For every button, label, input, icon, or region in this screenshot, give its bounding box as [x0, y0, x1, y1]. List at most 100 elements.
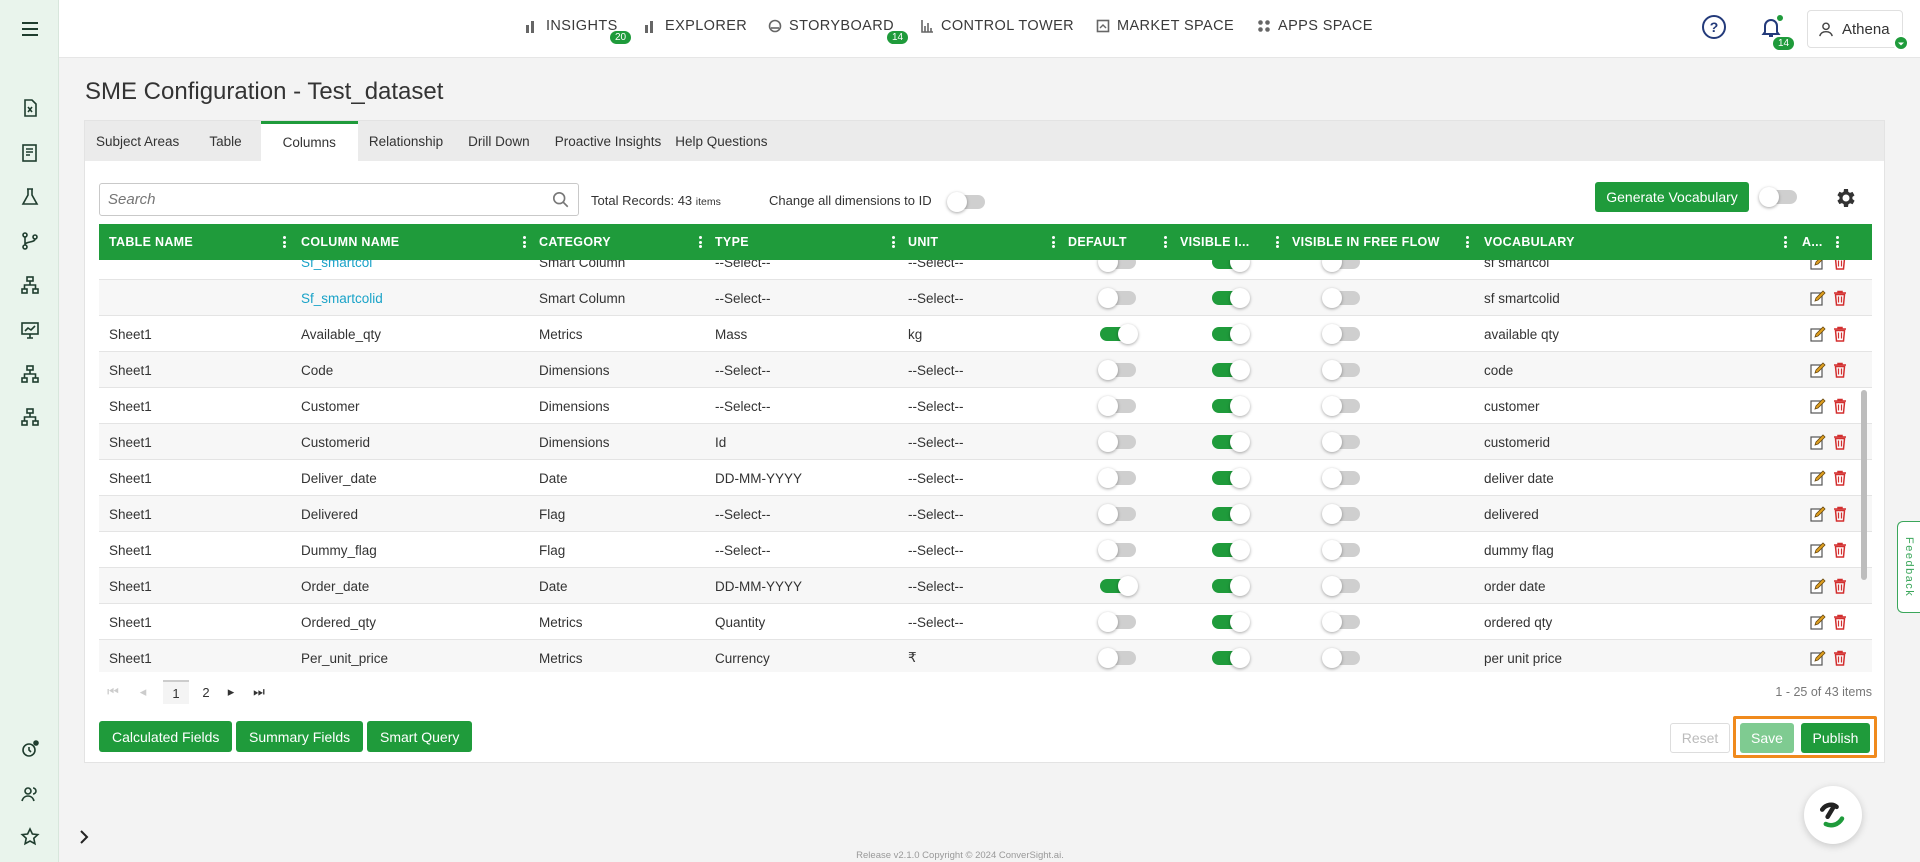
cell-type[interactable]: --Select--	[715, 260, 771, 270]
cell-vocabulary[interactable]: per unit price	[1484, 650, 1563, 666]
cell-type[interactable]: Quantity	[715, 614, 766, 630]
cell-vocabulary[interactable]: deliver date	[1484, 470, 1554, 486]
free-flow-toggle[interactable]	[1322, 288, 1360, 308]
branch-icon[interactable]	[20, 231, 40, 251]
cell-type[interactable]: --Select--	[715, 542, 771, 558]
free-flow-toggle[interactable]	[1322, 396, 1360, 416]
edit-icon[interactable]	[1810, 470, 1826, 486]
default-toggle[interactable]	[1100, 576, 1138, 596]
table-scrollbar[interactable]	[1860, 260, 1868, 672]
delete-icon[interactable]	[1832, 578, 1848, 594]
default-toggle[interactable]	[1098, 260, 1136, 272]
delete-icon[interactable]	[1832, 650, 1848, 666]
column-menu-icon[interactable]	[1270, 234, 1284, 250]
cell-category[interactable]: Dimensions	[539, 398, 610, 414]
cell-category[interactable]: Date	[539, 470, 568, 486]
scrollbar-thumb[interactable]	[1861, 390, 1867, 580]
visible-toggle[interactable]	[1212, 324, 1250, 344]
org-chart-icon[interactable]	[20, 364, 40, 384]
report-icon[interactable]	[20, 143, 40, 163]
assistant-fab[interactable]	[1804, 786, 1862, 844]
cell-unit[interactable]: --Select--	[908, 614, 964, 630]
delete-icon[interactable]	[1832, 470, 1848, 486]
column-menu-icon[interactable]	[1158, 234, 1172, 250]
default-toggle[interactable]	[1098, 612, 1136, 632]
free-flow-toggle[interactable]	[1322, 432, 1360, 452]
cell-unit[interactable]: kg	[908, 326, 923, 342]
user-dropdown-icon[interactable]	[1893, 35, 1909, 51]
free-flow-toggle[interactable]	[1322, 648, 1360, 668]
edit-icon[interactable]	[1810, 506, 1826, 522]
search-input[interactable]	[108, 191, 552, 208]
cell-unit[interactable]: --Select--	[908, 578, 964, 594]
document-icon[interactable]	[20, 98, 40, 118]
visible-toggle[interactable]	[1212, 288, 1250, 308]
free-flow-toggle[interactable]	[1322, 504, 1360, 524]
hierarchy-icon[interactable]	[20, 275, 40, 295]
cell-type[interactable]: --Select--	[715, 506, 771, 522]
cell-unit[interactable]: --Select--	[908, 470, 964, 486]
delete-icon[interactable]	[1832, 542, 1848, 558]
calculated-fields-button[interactable]: Calculated Fields	[99, 721, 233, 752]
next-page-icon[interactable]: ▸	[227, 684, 235, 699]
column-menu-icon[interactable]	[693, 234, 707, 250]
publish-button[interactable]: Publish	[1801, 723, 1870, 753]
cell-vocabulary[interactable]: code	[1484, 362, 1514, 378]
free-flow-toggle[interactable]	[1322, 612, 1360, 632]
edit-icon[interactable]	[1810, 260, 1826, 270]
cell-type[interactable]: --Select--	[715, 362, 771, 378]
delete-icon[interactable]	[1832, 260, 1848, 270]
tab-subject-areas[interactable]: Subject Areas	[96, 133, 180, 149]
page-2[interactable]: 2	[202, 684, 210, 700]
cell-category[interactable]: Smart Column	[539, 290, 626, 306]
save-button[interactable]: Save	[1740, 723, 1794, 753]
edit-icon[interactable]	[1810, 326, 1826, 342]
cell-type[interactable]: DD-MM-YYYY	[715, 470, 802, 486]
column-menu-icon[interactable]	[517, 234, 531, 250]
bell-icon[interactable]	[1759, 15, 1783, 39]
page-1[interactable]: 1	[163, 680, 189, 704]
visible-toggle[interactable]	[1212, 360, 1250, 380]
last-page-icon[interactable]: ⏭	[253, 684, 265, 699]
cell-category[interactable]: Dimensions	[539, 434, 610, 450]
cell-vocabulary[interactable]: dummy flag	[1484, 542, 1554, 558]
delete-icon[interactable]	[1832, 398, 1848, 414]
prev-page-icon[interactable]: ◂	[139, 684, 147, 699]
cell-category[interactable]: Metrics	[539, 326, 583, 342]
feedback-tab[interactable]: Feedback	[1897, 521, 1920, 613]
cell-type[interactable]: Id	[715, 434, 727, 450]
cell-category[interactable]: Metrics	[539, 650, 583, 666]
column-menu-icon[interactable]	[1046, 234, 1060, 250]
cell-vocabulary[interactable]: customer	[1484, 398, 1540, 414]
default-toggle[interactable]	[1098, 288, 1136, 308]
default-toggle[interactable]	[1098, 540, 1136, 560]
column-menu-icon[interactable]	[277, 234, 291, 250]
column-menu-icon[interactable]	[1778, 234, 1792, 250]
cell-type[interactable]: DD-MM-YYYY	[715, 578, 802, 594]
col-header-visible-free-flow[interactable]: VISIBLE IN FREE FLOW	[1284, 224, 1474, 260]
flask-icon[interactable]	[20, 187, 40, 207]
cell-unit[interactable]: --Select--	[908, 506, 964, 522]
edit-icon[interactable]	[1810, 542, 1826, 558]
nav-explorer[interactable]: EXPLORER	[644, 18, 747, 34]
cell-unit[interactable]: --Select--	[908, 260, 964, 270]
column-menu-icon[interactable]	[886, 234, 900, 250]
generate-vocabulary-button[interactable]: Generate Vocabulary	[1595, 182, 1749, 212]
expand-sidebar-icon[interactable]	[77, 829, 91, 845]
edit-icon[interactable]	[1810, 362, 1826, 378]
visible-toggle[interactable]	[1212, 468, 1250, 488]
cell-type[interactable]: --Select--	[715, 290, 771, 306]
gear-icon[interactable]	[1833, 186, 1857, 210]
col-header-vocabulary[interactable]: VOCABULARY	[1474, 224, 1792, 260]
star-icon[interactable]	[20, 827, 40, 847]
summary-fields-button[interactable]: Summary Fields	[236, 721, 364, 752]
edit-icon[interactable]	[1810, 578, 1826, 594]
col-header-default[interactable]: DEFAULT	[1060, 224, 1172, 260]
cell-unit[interactable]: --Select--	[908, 398, 964, 414]
edit-icon[interactable]	[1810, 650, 1826, 666]
first-page-icon[interactable]: ⏮	[107, 684, 119, 699]
cell-category[interactable]: Smart Column	[539, 260, 626, 270]
default-toggle[interactable]	[1098, 360, 1136, 380]
vocabulary-toggle[interactable]	[1759, 187, 1797, 207]
cell-type[interactable]: Currency	[715, 650, 770, 666]
